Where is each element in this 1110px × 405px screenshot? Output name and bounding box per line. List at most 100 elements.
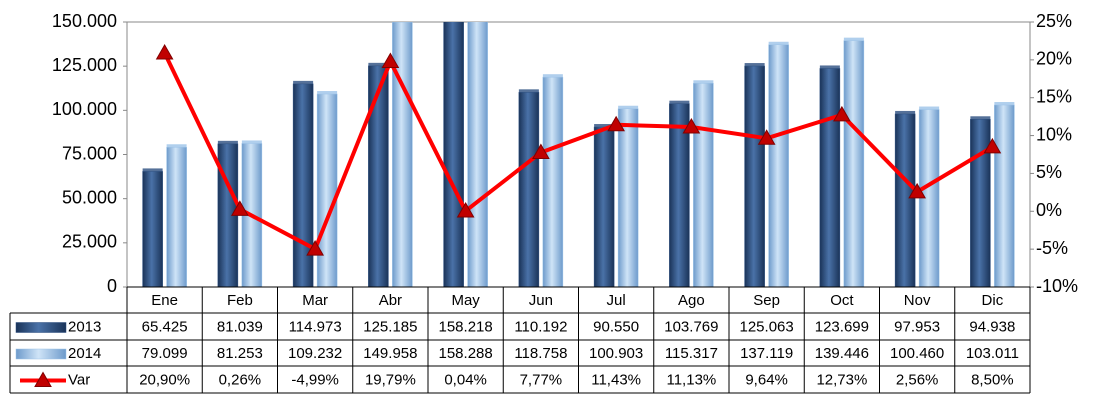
y-tick-label: 50.000 (62, 187, 117, 207)
y2-tick-label: 20% (1036, 49, 1072, 69)
bar-top (293, 80, 314, 84)
table-value: 81.253 (217, 345, 263, 362)
table-value: 90.550 (593, 318, 639, 335)
bar (542, 76, 564, 287)
line-marker (381, 52, 400, 68)
bar-top (217, 140, 238, 144)
x-tick-label: Feb (227, 292, 253, 309)
bar (166, 147, 187, 287)
x-tick-label: Dic (982, 292, 1004, 309)
table-value: 103.011 (966, 345, 1019, 362)
table-value: 114.973 (289, 318, 342, 335)
table-value: 149.958 (363, 345, 417, 362)
table-value: 20,90% (139, 371, 190, 388)
bar (693, 83, 714, 287)
table-value: 12,73% (816, 371, 867, 388)
x-tick-label: Ene (151, 292, 178, 309)
table-value: 139.446 (815, 345, 869, 362)
bar (593, 126, 615, 287)
x-tick-label: Jun (529, 292, 553, 309)
y-tick-label: 125.000 (52, 55, 117, 75)
table-value: 79.099 (142, 345, 188, 362)
line-marker (983, 137, 1002, 154)
line-marker (757, 129, 776, 145)
bar (368, 65, 389, 287)
bar (316, 93, 338, 287)
bar-top (468, 4, 488, 7)
bar (894, 113, 916, 287)
bar (819, 68, 841, 287)
bar-top (444, 4, 464, 7)
line-marker (231, 200, 249, 216)
table-value: 11,43% (591, 371, 641, 388)
legend-swatch (15, 322, 67, 333)
table-value: 109.232 (288, 345, 342, 362)
table-value: 100.460 (890, 345, 944, 362)
y2-tick-label: 0% (1036, 200, 1062, 220)
bar-top (744, 63, 765, 67)
line-marker (532, 143, 550, 159)
legend-marker (34, 371, 52, 387)
bar-top (768, 41, 789, 45)
table-value: 110.192 (514, 318, 567, 335)
y-tick-label: 0 (107, 276, 117, 296)
table-value: 0,04% (444, 371, 487, 388)
bar-top (142, 168, 163, 172)
legend-label: 2013 (68, 318, 101, 335)
line-marker (833, 105, 851, 122)
bar-top (368, 62, 389, 66)
table-value: 97.953 (894, 318, 940, 335)
legend-label: Var (68, 371, 90, 388)
x-tick-label: Sep (753, 292, 780, 309)
y2-tick-label: 25% (1036, 11, 1072, 31)
bar-top (895, 110, 916, 114)
bar-top (669, 100, 690, 104)
line-marker (155, 44, 174, 60)
table-value: 125.185 (363, 318, 417, 335)
table-value: 158.218 (439, 318, 493, 335)
table-value: 115.317 (665, 345, 718, 362)
table-value: 2,56% (896, 371, 939, 388)
bar (518, 92, 540, 287)
y-tick-label: 25.000 (62, 232, 117, 252)
bar (142, 171, 163, 287)
x-tick-label: Ago (678, 292, 705, 309)
table-value: 8,50% (971, 371, 1014, 388)
bars (142, 4, 1015, 287)
x-tick-label: Oct (830, 292, 854, 309)
bar (768, 44, 789, 287)
x-tick-label: Abr (379, 292, 402, 309)
bar-top (618, 105, 639, 109)
y-tick-label: 75.000 (62, 143, 117, 163)
line-marker (682, 118, 701, 134)
bar-top (843, 37, 864, 41)
y2-tick-label: -5% (1036, 238, 1068, 258)
bar (617, 108, 639, 287)
bar-top (542, 74, 563, 78)
table-value: -4,99% (291, 371, 339, 388)
line-marker (908, 182, 926, 199)
table-value: 81.039 (217, 318, 263, 335)
bar (443, 22, 464, 287)
bar (292, 83, 314, 287)
bar (843, 40, 865, 287)
bar-top (166, 144, 187, 148)
bar-top (693, 80, 714, 84)
bar-top (392, 22, 413, 23)
y2-tick-label: 5% (1036, 162, 1062, 182)
table-value: 125.063 (740, 318, 794, 335)
x-tick-label: Mar (302, 292, 328, 309)
y2-tick-label: -10% (1036, 276, 1078, 296)
y2-tick-label: 15% (1036, 86, 1072, 106)
bar-top (919, 106, 940, 110)
line-marker (607, 115, 625, 132)
line-marker (306, 240, 324, 256)
bar (970, 119, 991, 287)
table-value: 100.903 (589, 345, 643, 362)
table-value: 11,13% (666, 371, 716, 388)
plot-area (126, 21, 1031, 288)
bar-top (518, 89, 539, 93)
bar-top (819, 65, 840, 69)
bar-top (317, 91, 338, 95)
